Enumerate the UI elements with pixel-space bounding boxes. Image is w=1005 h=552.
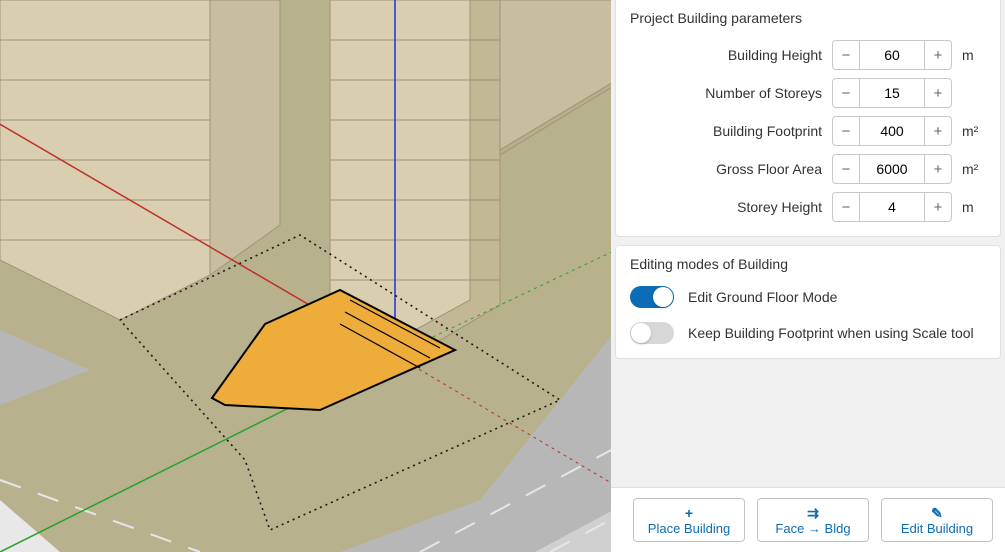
- stepper-number-of-storeys: − +: [832, 78, 952, 108]
- stepper-gross-floor-area: − +: [832, 154, 952, 184]
- parameters-card: Project Building parameters Building Hei…: [615, 0, 1001, 237]
- param-input-building-height[interactable]: [860, 40, 924, 70]
- panel-spacer: [611, 367, 1005, 487]
- param-input-building-footprint[interactable]: [860, 116, 924, 146]
- toggle-row-ground-floor: Edit Ground Floor Mode: [630, 286, 986, 308]
- param-row-gross-floor-area: Gross Floor Area − + m²: [630, 154, 986, 184]
- param-input-gross-floor-area[interactable]: [860, 154, 924, 184]
- parameters-title: Project Building parameters: [630, 10, 986, 26]
- step-plus-button[interactable]: +: [924, 40, 952, 70]
- toggle-keep-footprint[interactable]: [630, 322, 674, 344]
- modes-card: Editing modes of Building Edit Ground Fl…: [615, 245, 1001, 359]
- step-minus-button[interactable]: −: [832, 78, 860, 108]
- step-plus-button[interactable]: +: [924, 154, 952, 184]
- param-row-storey-height: Storey Height − + m: [630, 192, 986, 222]
- param-unit: m: [962, 47, 986, 63]
- pencil-icon: ✎: [931, 506, 943, 520]
- toggle-ground-floor[interactable]: [630, 286, 674, 308]
- stepper-building-footprint: − +: [832, 116, 952, 146]
- toggle-label: Keep Building Footprint when using Scale…: [688, 325, 974, 341]
- step-minus-button[interactable]: −: [832, 40, 860, 70]
- edit-building-button[interactable]: ✎ Edit Building: [881, 498, 993, 542]
- param-label: Building Footprint: [630, 123, 822, 139]
- step-minus-button[interactable]: −: [832, 116, 860, 146]
- param-unit: m: [962, 199, 986, 215]
- action-label: Place Building: [648, 522, 730, 535]
- param-row-building-footprint: Building Footprint − + m²: [630, 116, 986, 146]
- side-panel: Project Building parameters Building Hei…: [611, 0, 1005, 552]
- step-plus-button[interactable]: +: [924, 192, 952, 222]
- param-row-number-of-storeys: Number of Storeys − +: [630, 78, 986, 108]
- toggle-label: Edit Ground Floor Mode: [688, 289, 837, 305]
- param-row-building-height: Building Height − + m: [630, 40, 986, 70]
- action-label: Face → Bldg: [775, 522, 850, 535]
- arrow-right-icon: ⇉: [807, 506, 819, 520]
- place-building-button[interactable]: + Place Building: [633, 498, 745, 542]
- action-label: Edit Building: [901, 522, 973, 535]
- app-root: Project Building parameters Building Hei…: [0, 0, 1005, 552]
- stepper-building-height: − +: [832, 40, 952, 70]
- step-minus-button[interactable]: −: [832, 192, 860, 222]
- stepper-storey-height: − +: [832, 192, 952, 222]
- param-input-number-of-storeys[interactable]: [860, 78, 924, 108]
- param-label: Building Height: [630, 47, 822, 63]
- toggle-row-keep-footprint: Keep Building Footprint when using Scale…: [630, 322, 986, 344]
- step-minus-button[interactable]: −: [832, 154, 860, 184]
- step-plus-button[interactable]: +: [924, 78, 952, 108]
- modes-title: Editing modes of Building: [630, 256, 986, 272]
- param-label: Number of Storeys: [630, 85, 822, 101]
- param-input-storey-height[interactable]: [860, 192, 924, 222]
- plus-icon: +: [685, 506, 693, 520]
- param-label: Gross Floor Area: [630, 161, 822, 177]
- param-label: Storey Height: [630, 199, 822, 215]
- param-unit: m²: [962, 161, 986, 177]
- face-to-bldg-button[interactable]: ⇉ Face → Bldg: [757, 498, 869, 542]
- step-plus-button[interactable]: +: [924, 116, 952, 146]
- param-unit: m²: [962, 123, 986, 139]
- action-bar: + Place Building ⇉ Face → Bldg ✎ Edit Bu…: [611, 487, 1005, 552]
